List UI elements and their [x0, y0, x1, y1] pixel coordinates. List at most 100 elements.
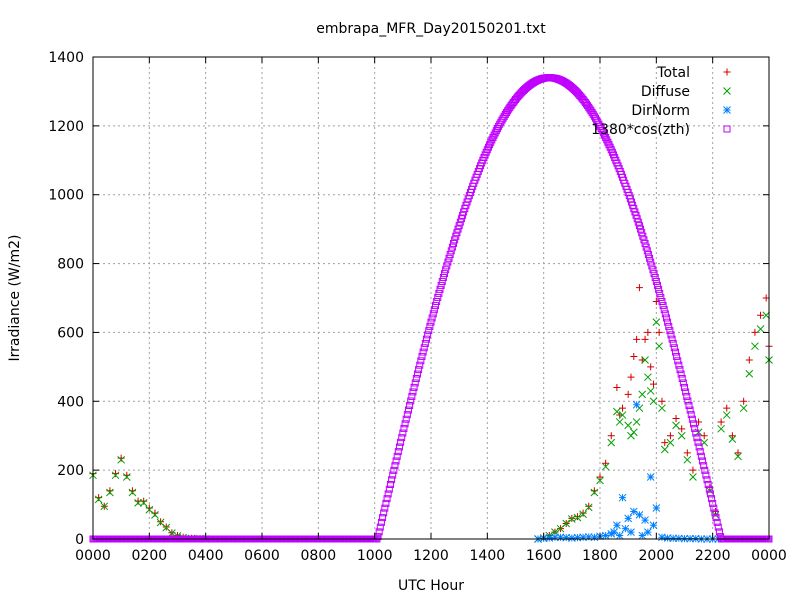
data-point	[670, 344, 678, 352]
data-point	[386, 480, 394, 488]
data-point	[683, 455, 692, 464]
data-point	[677, 431, 686, 440]
data-point	[649, 397, 658, 406]
data-point	[658, 533, 666, 542]
data-point	[599, 129, 607, 137]
data-point	[712, 514, 720, 522]
data-point	[641, 335, 649, 343]
data-point	[647, 258, 655, 266]
data-point	[648, 262, 656, 270]
data-point	[601, 131, 609, 139]
data-point	[394, 448, 402, 456]
x-tick-label: 1000	[357, 548, 393, 564]
x-tick-label: 0200	[132, 548, 168, 564]
data-point	[682, 388, 690, 396]
data-point	[598, 127, 606, 135]
data-point	[717, 424, 725, 433]
data-point	[421, 339, 429, 347]
data-point	[613, 384, 621, 392]
y-tick-label: 1200	[48, 119, 84, 135]
data-point	[488, 136, 496, 144]
data-point	[674, 357, 682, 365]
data-point	[597, 124, 605, 132]
data-point	[398, 434, 406, 442]
data-point	[388, 476, 396, 484]
data-point	[446, 251, 454, 259]
data-point	[379, 514, 387, 522]
data-point	[601, 462, 610, 471]
data-point	[584, 533, 593, 541]
data-point	[437, 281, 445, 289]
data-point	[635, 222, 643, 230]
data-point	[687, 411, 695, 419]
data-point	[673, 352, 681, 360]
legend-marker	[723, 87, 731, 95]
data-point	[734, 449, 742, 457]
data-point	[745, 356, 753, 364]
data-point	[646, 254, 654, 262]
data-point	[661, 439, 669, 447]
data-point	[656, 289, 664, 297]
data-point	[695, 443, 703, 451]
data-point	[660, 306, 668, 314]
data-point	[601, 531, 610, 540]
data-point	[562, 533, 571, 542]
data-point	[723, 404, 731, 412]
data-point	[545, 534, 554, 542]
data-point	[487, 138, 495, 146]
data-point	[584, 503, 593, 512]
legend-label: 1380*cos(zth)	[591, 122, 690, 138]
data-point	[739, 404, 748, 413]
data-point	[644, 528, 652, 536]
data-point	[590, 533, 599, 542]
data-point	[391, 462, 399, 470]
chart-title: embrapa_MFR_Day20150201.txt	[316, 21, 546, 37]
data-point	[650, 380, 658, 388]
data-point	[579, 509, 587, 517]
data-point	[389, 471, 397, 479]
legend-label: DirNorm	[631, 103, 690, 119]
data-point	[649, 266, 657, 274]
data-point	[385, 485, 393, 493]
x-tick-label: 0600	[244, 548, 280, 564]
data-point	[392, 457, 400, 465]
data-point	[691, 424, 699, 432]
data-point	[441, 270, 449, 278]
data-point	[708, 495, 716, 503]
data-point	[676, 366, 684, 374]
data-point	[429, 310, 437, 318]
data-point	[658, 298, 666, 306]
data-point	[426, 322, 434, 330]
data-point	[439, 274, 447, 282]
data-point	[630, 353, 638, 361]
data-point	[709, 499, 717, 507]
data-point	[650, 270, 658, 278]
data-point	[653, 281, 661, 289]
data-point	[639, 232, 647, 240]
data-point	[420, 344, 428, 352]
data-point	[627, 373, 635, 381]
data-point	[621, 524, 630, 533]
data-point	[407, 397, 415, 405]
data-point	[704, 480, 712, 488]
data-point	[134, 498, 142, 507]
data-point	[602, 134, 610, 142]
data-point	[638, 531, 647, 540]
data-point	[579, 533, 587, 542]
data-point	[596, 476, 604, 485]
data-point	[722, 411, 731, 419]
y-tick-label: 1000	[48, 188, 84, 204]
data-point	[168, 529, 176, 538]
data-point	[117, 455, 126, 464]
data-point	[671, 348, 679, 356]
data-point	[573, 513, 581, 521]
data-point	[669, 339, 677, 347]
x-tick-label: 1600	[526, 548, 562, 564]
y-tick-label: 800	[57, 257, 84, 273]
data-point	[605, 141, 613, 149]
data-point	[415, 366, 423, 374]
data-point	[665, 322, 673, 330]
data-point	[399, 429, 407, 437]
data-point	[679, 379, 687, 387]
